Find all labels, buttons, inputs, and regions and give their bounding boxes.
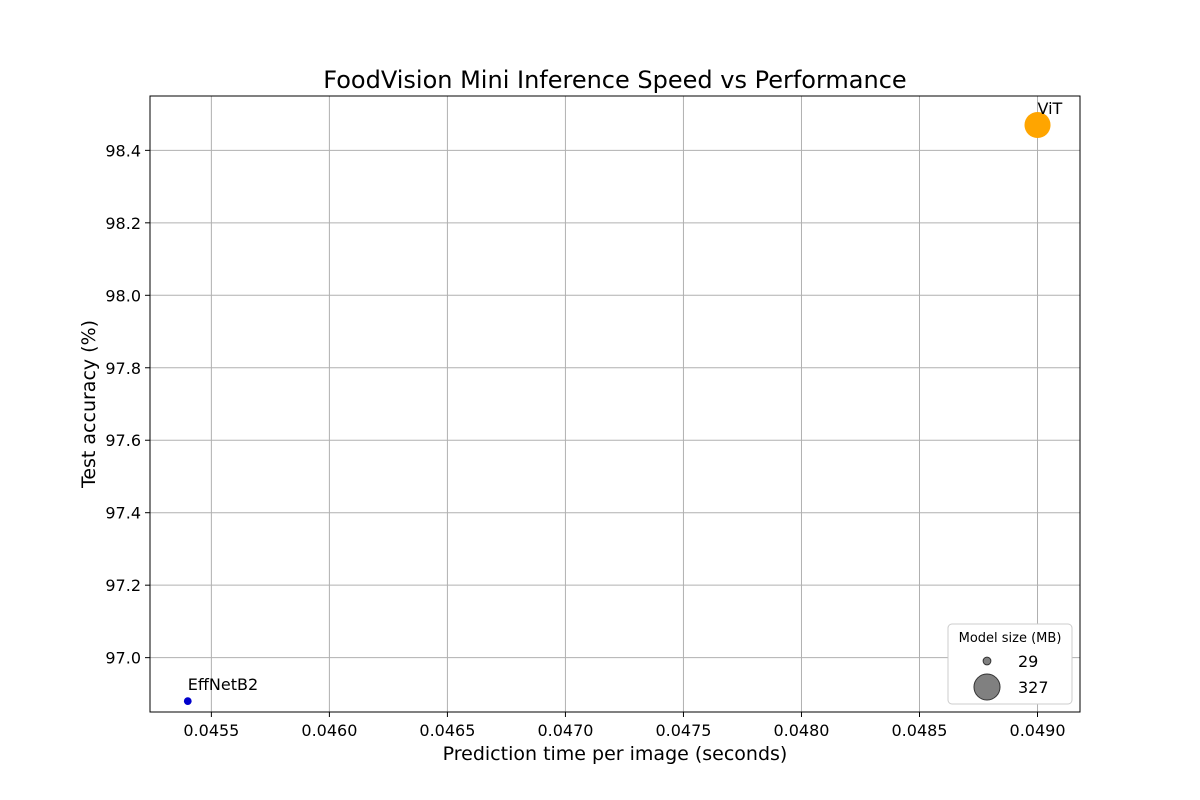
legend-marker-327 [973,673,1001,701]
axis-ticks: 0.0455 0.0460 0.0465 0.0470 0.0475 0.0480 0.04… [105,141,1065,740]
legend-label-327: 327 [1018,678,1049,697]
x-tick-label: 0.0455 [183,721,239,740]
y-axis-label: Test accuracy (%) [78,320,100,489]
plot-frame [149,95,1081,713]
y-tick-label: 98.4 [105,141,141,160]
chart-title: FoodVision Mini Inference Speed vs Perfo… [323,66,906,94]
y-tick-label: 97.0 [105,649,141,668]
x-tick-label: 0.0470 [537,721,593,740]
x-tick-label: 0.0485 [892,721,948,740]
legend-marker-29 [982,656,992,666]
scatter-points: EffNetB2 ViT [183,99,1063,706]
y-tick-label: 97.8 [105,359,141,378]
x-tick-label: 0.0460 [301,721,357,740]
data-point-effnetb2 [183,697,192,706]
x-tick-label: 0.0465 [419,721,475,740]
data-point-vit [1024,111,1051,139]
legend-label-29: 29 [1018,652,1038,671]
legend-title: Model size (MB) [959,631,1062,646]
y-tick-label: 98.2 [105,214,141,233]
y-tick-label: 97.4 [105,504,141,523]
x-tick-label: 0.0490 [1010,721,1066,740]
plot-area: 0.0455 0.0460 0.0465 0.0470 0.0475 0.0480 0.04… [105,95,1081,740]
y-tick-label: 97.6 [105,431,141,450]
y-tick-label: 97.2 [105,576,141,595]
y-tick-label: 98.0 [105,286,141,305]
data-label-vit: ViT [1038,99,1063,118]
data-label-effnetb2: EffNetB2 [188,675,258,694]
x-tick-label: 0.0480 [773,721,829,740]
x-tick-label: 0.0475 [655,721,711,740]
grid-lines [150,96,1080,712]
x-axis-label: Prediction time per image (seconds) [443,743,788,765]
